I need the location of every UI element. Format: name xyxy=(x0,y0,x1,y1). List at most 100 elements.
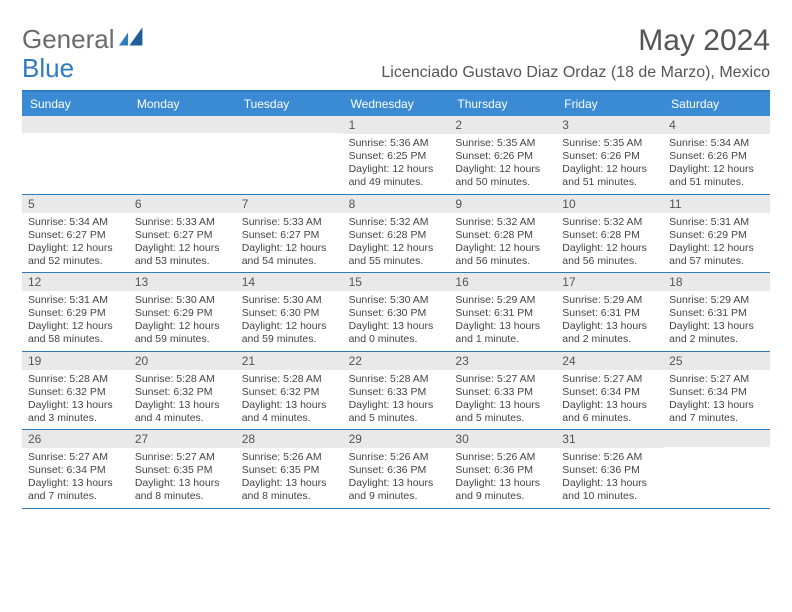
daylight-text: Daylight: 12 hours and 59 minutes. xyxy=(135,320,230,346)
daylight-text: Daylight: 13 hours and 10 minutes. xyxy=(562,477,657,503)
dayname-row: SundayMondayTuesdayWednesdayThursdayFrid… xyxy=(22,92,770,116)
cell-date: 2 xyxy=(449,116,556,134)
calendar-cell: 5Sunrise: 5:34 AMSunset: 6:27 PMDaylight… xyxy=(22,195,129,273)
sunset-text: Sunset: 6:32 PM xyxy=(242,386,337,399)
dayname-label: Thursday xyxy=(449,92,556,116)
cell-content: Sunrise: 5:30 AMSunset: 6:29 PMDaylight:… xyxy=(129,291,236,351)
cell-date: 25 xyxy=(663,352,770,370)
calendar-cell: 10Sunrise: 5:32 AMSunset: 6:28 PMDayligh… xyxy=(556,195,663,273)
calendar-cell: 3Sunrise: 5:35 AMSunset: 6:26 PMDaylight… xyxy=(556,116,663,194)
sunset-text: Sunset: 6:28 PM xyxy=(562,229,657,242)
cell-content: Sunrise: 5:33 AMSunset: 6:27 PMDaylight:… xyxy=(129,213,236,273)
sunrise-text: Sunrise: 5:31 AM xyxy=(669,216,764,229)
calendar-cell xyxy=(236,116,343,194)
sunrise-text: Sunrise: 5:32 AM xyxy=(455,216,550,229)
cell-date xyxy=(236,116,343,133)
cell-date: 11 xyxy=(663,195,770,213)
sunrise-text: Sunrise: 5:33 AM xyxy=(242,216,337,229)
daylight-text: Daylight: 12 hours and 51 minutes. xyxy=(562,163,657,189)
sunset-text: Sunset: 6:34 PM xyxy=(562,386,657,399)
sunrise-text: Sunrise: 5:32 AM xyxy=(349,216,444,229)
sunrise-text: Sunrise: 5:34 AM xyxy=(28,216,123,229)
sunrise-text: Sunrise: 5:30 AM xyxy=(242,294,337,307)
daylight-text: Daylight: 13 hours and 2 minutes. xyxy=(669,320,764,346)
sunrise-text: Sunrise: 5:28 AM xyxy=(135,373,230,386)
cell-content: Sunrise: 5:26 AMSunset: 6:36 PMDaylight:… xyxy=(343,448,450,508)
sunset-text: Sunset: 6:34 PM xyxy=(28,464,123,477)
sunrise-text: Sunrise: 5:31 AM xyxy=(28,294,123,307)
calendar-cell: 22Sunrise: 5:28 AMSunset: 6:33 PMDayligh… xyxy=(343,352,450,430)
sunset-text: Sunset: 6:30 PM xyxy=(242,307,337,320)
calendar-cell: 31Sunrise: 5:26 AMSunset: 6:36 PMDayligh… xyxy=(556,430,663,508)
cell-date: 29 xyxy=(343,430,450,448)
dayname-label: Saturday xyxy=(663,92,770,116)
calendar-week: 5Sunrise: 5:34 AMSunset: 6:27 PMDaylight… xyxy=(22,195,770,274)
calendar-week: 19Sunrise: 5:28 AMSunset: 6:32 PMDayligh… xyxy=(22,352,770,431)
cell-content xyxy=(236,133,343,191)
sunrise-text: Sunrise: 5:29 AM xyxy=(455,294,550,307)
daylight-text: Daylight: 13 hours and 1 minute. xyxy=(455,320,550,346)
daylight-text: Daylight: 12 hours and 57 minutes. xyxy=(669,242,764,268)
cell-date: 20 xyxy=(129,352,236,370)
calendar-cell xyxy=(129,116,236,194)
cell-content: Sunrise: 5:27 AMSunset: 6:34 PMDaylight:… xyxy=(663,370,770,430)
cell-date: 23 xyxy=(449,352,556,370)
sunset-text: Sunset: 6:29 PM xyxy=(669,229,764,242)
sunset-text: Sunset: 6:26 PM xyxy=(562,150,657,163)
cell-content: Sunrise: 5:28 AMSunset: 6:32 PMDaylight:… xyxy=(129,370,236,430)
calendar-cell: 18Sunrise: 5:29 AMSunset: 6:31 PMDayligh… xyxy=(663,273,770,351)
dayname-label: Wednesday xyxy=(343,92,450,116)
sunrise-text: Sunrise: 5:26 AM xyxy=(242,451,337,464)
cell-date: 7 xyxy=(236,195,343,213)
sunrise-text: Sunrise: 5:34 AM xyxy=(669,137,764,150)
sunset-text: Sunset: 6:32 PM xyxy=(28,386,123,399)
calendar-cell: 16Sunrise: 5:29 AMSunset: 6:31 PMDayligh… xyxy=(449,273,556,351)
daylight-text: Daylight: 12 hours and 53 minutes. xyxy=(135,242,230,268)
sunset-text: Sunset: 6:27 PM xyxy=(28,229,123,242)
calendar-cell: 29Sunrise: 5:26 AMSunset: 6:36 PMDayligh… xyxy=(343,430,450,508)
sunset-text: Sunset: 6:28 PM xyxy=(455,229,550,242)
cell-content xyxy=(129,133,236,191)
calendar-cell: 12Sunrise: 5:31 AMSunset: 6:29 PMDayligh… xyxy=(22,273,129,351)
cell-content: Sunrise: 5:29 AMSunset: 6:31 PMDaylight:… xyxy=(663,291,770,351)
cell-content: Sunrise: 5:30 AMSunset: 6:30 PMDaylight:… xyxy=(343,291,450,351)
cell-date: 1 xyxy=(343,116,450,134)
sunrise-text: Sunrise: 5:26 AM xyxy=(562,451,657,464)
cell-date: 16 xyxy=(449,273,556,291)
sunset-text: Sunset: 6:32 PM xyxy=(135,386,230,399)
dayname-label: Sunday xyxy=(22,92,129,116)
cell-date: 14 xyxy=(236,273,343,291)
cell-date: 24 xyxy=(556,352,663,370)
cell-content: Sunrise: 5:27 AMSunset: 6:34 PMDaylight:… xyxy=(556,370,663,430)
cell-date: 9 xyxy=(449,195,556,213)
cell-content: Sunrise: 5:26 AMSunset: 6:36 PMDaylight:… xyxy=(556,448,663,508)
sunrise-text: Sunrise: 5:36 AM xyxy=(349,137,444,150)
daylight-text: Daylight: 13 hours and 0 minutes. xyxy=(349,320,444,346)
daylight-text: Daylight: 13 hours and 8 minutes. xyxy=(135,477,230,503)
daylight-text: Daylight: 12 hours and 50 minutes. xyxy=(455,163,550,189)
sunrise-text: Sunrise: 5:32 AM xyxy=(562,216,657,229)
calendar-cell: 6Sunrise: 5:33 AMSunset: 6:27 PMDaylight… xyxy=(129,195,236,273)
cell-content: Sunrise: 5:26 AMSunset: 6:35 PMDaylight:… xyxy=(236,448,343,508)
sunset-text: Sunset: 6:35 PM xyxy=(242,464,337,477)
calendar-cell: 1Sunrise: 5:36 AMSunset: 6:25 PMDaylight… xyxy=(343,116,450,194)
dayname-label: Monday xyxy=(129,92,236,116)
daylight-text: Daylight: 13 hours and 2 minutes. xyxy=(562,320,657,346)
sunset-text: Sunset: 6:25 PM xyxy=(349,150,444,163)
cell-content: Sunrise: 5:28 AMSunset: 6:32 PMDaylight:… xyxy=(22,370,129,430)
cell-date: 5 xyxy=(22,195,129,213)
cell-date xyxy=(129,116,236,133)
cell-content: Sunrise: 5:32 AMSunset: 6:28 PMDaylight:… xyxy=(556,213,663,273)
calendar-cell: 21Sunrise: 5:28 AMSunset: 6:32 PMDayligh… xyxy=(236,352,343,430)
cell-date: 15 xyxy=(343,273,450,291)
location-subtitle: Licenciado Gustavo Diaz Ordaz (18 de Mar… xyxy=(381,64,770,82)
sunrise-text: Sunrise: 5:28 AM xyxy=(349,373,444,386)
sunset-text: Sunset: 6:26 PM xyxy=(669,150,764,163)
sunrise-text: Sunrise: 5:35 AM xyxy=(562,137,657,150)
sunset-text: Sunset: 6:29 PM xyxy=(135,307,230,320)
cell-date: 8 xyxy=(343,195,450,213)
sunrise-text: Sunrise: 5:28 AM xyxy=(28,373,123,386)
cell-date: 18 xyxy=(663,273,770,291)
sunset-text: Sunset: 6:27 PM xyxy=(242,229,337,242)
calendar-cell: 19Sunrise: 5:28 AMSunset: 6:32 PMDayligh… xyxy=(22,352,129,430)
